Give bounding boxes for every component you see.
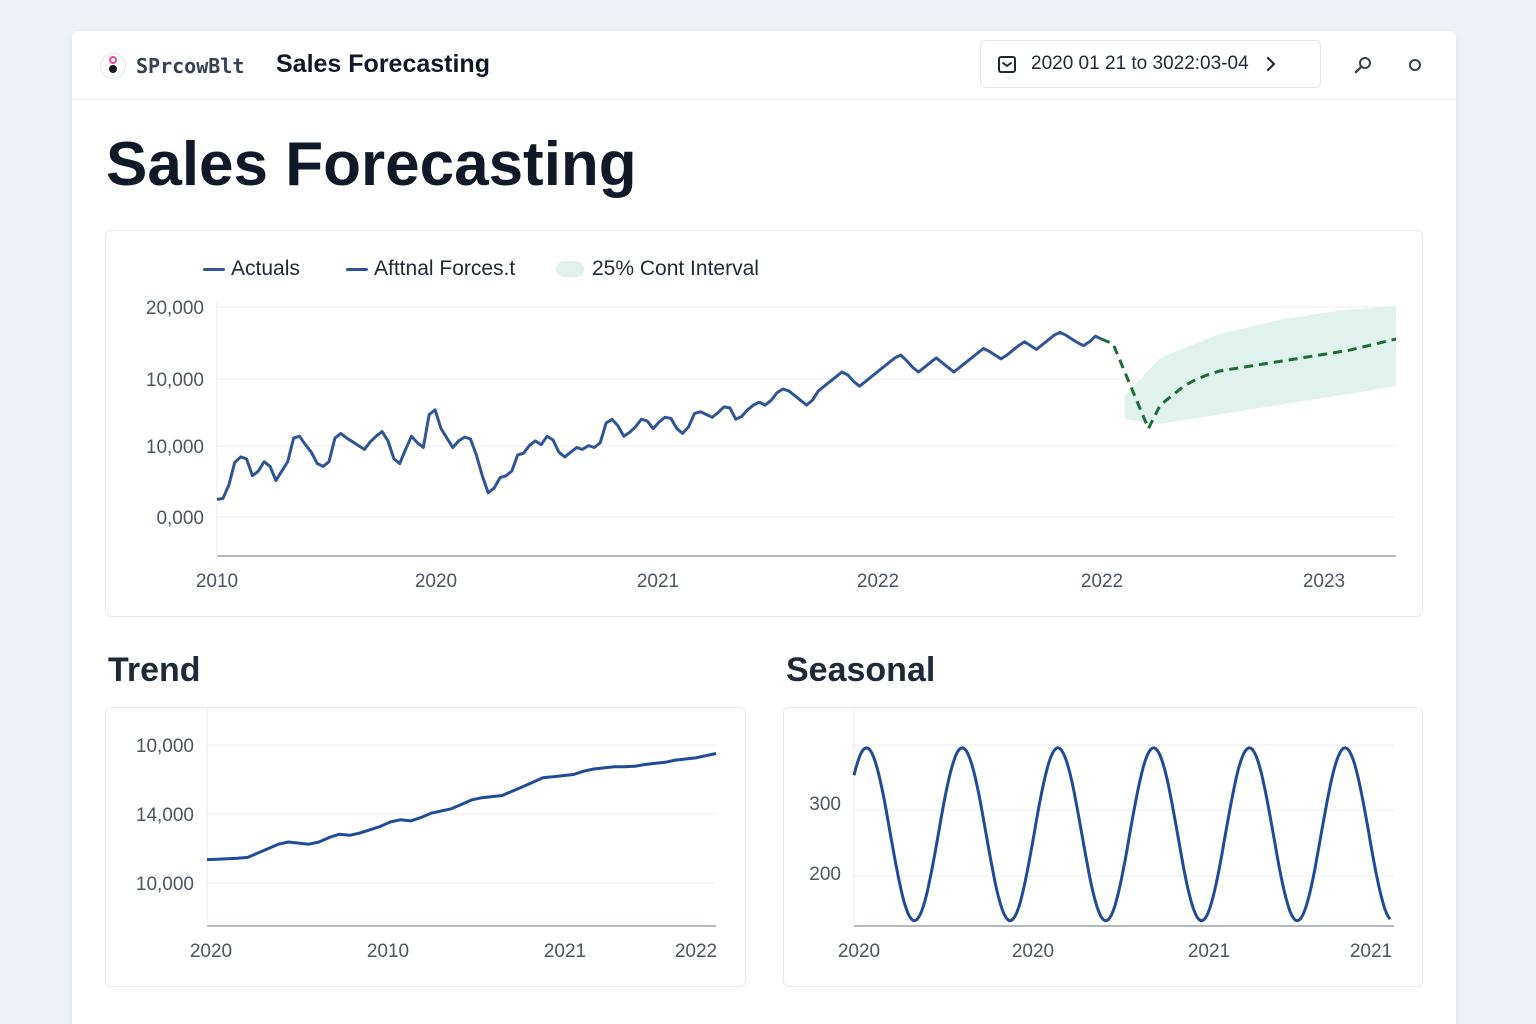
app-window: SPrcowBlt Sales Forecasting 2020 01 21 t…: [72, 31, 1456, 1024]
logo[interactable]: SPrcowBlt: [100, 51, 244, 81]
seasonal-line: [852, 746, 1392, 923]
x-tick-label: 2020: [190, 941, 232, 962]
y-tick-label: 10,000: [136, 874, 194, 895]
calendar-icon: [998, 56, 1016, 73]
x-tick-label: 2010: [367, 941, 409, 962]
y-tick-label: 10,000: [146, 437, 204, 458]
date-range-picker[interactable]: 2020 01 21 to 3022:03-04: [980, 40, 1321, 88]
legend-forecast[interactable]: Afttnal Forces.t: [346, 257, 515, 281]
search-icon[interactable]: [1351, 53, 1375, 77]
y-tick-label: 300: [809, 794, 841, 815]
date-range-text: 2020 01 21 to 3022:03-04: [1031, 53, 1249, 74]
logo-icon: [100, 53, 126, 79]
x-tick-label: 2020: [415, 571, 457, 592]
forecast-chart: 20,000 10,000 10,000 0,000 2010 2020 2021 2022 2…: [146, 298, 1397, 592]
x-tick-label: 2010: [196, 571, 238, 592]
y-tick-label: 14,000: [136, 805, 194, 826]
legend-forecast-label: Afttnal Forces.t: [374, 257, 516, 280]
trend-title: Trend: [108, 651, 201, 689]
y-tick-label: 10,000: [146, 370, 204, 391]
trend-chart: 10,000 14,000 10,000 2020 2010 2021 2022: [136, 708, 717, 962]
page-title: Sales Forecasting: [106, 130, 637, 199]
x-tick-label: 2022: [1081, 571, 1123, 592]
seasonal-chart: 300 200 2020 2020 2021 2021: [809, 708, 1394, 962]
y-tick-label: 20,000: [146, 298, 204, 319]
legend-actuals[interactable]: Actuals: [203, 257, 300, 281]
legend-actuals-swatch: [203, 267, 225, 271]
x-tick-label: 2020: [838, 941, 880, 962]
x-tick-label: 2021: [1350, 941, 1392, 962]
trend-chart-card: 10,000 14,000 10,000 2020 2010 2021 2022: [105, 707, 746, 987]
x-tick-label: 2022: [675, 941, 717, 962]
x-tick-label: 2021: [1188, 941, 1230, 962]
legend-interval[interactable]: 25% Cont Interval: [556, 257, 759, 281]
legend-forecast-swatch: [346, 267, 368, 271]
forecast-chart-card: Actuals Afttnal Forces.t 25% Cont Interv…: [105, 230, 1423, 617]
chevron-right-icon: [1266, 56, 1275, 72]
settings-icon[interactable]: [1403, 53, 1427, 77]
y-tick-label: 10,000: [136, 736, 194, 757]
forecast-line: [1100, 337, 1397, 431]
actuals-line: [216, 330, 1102, 501]
y-tick-label: 0,000: [156, 508, 204, 529]
x-tick-label: 2022: [857, 571, 899, 592]
legend-actuals-label: Actuals: [231, 257, 300, 280]
x-tick-label: 2020: [1012, 941, 1054, 962]
x-tick-label: 2021: [637, 571, 679, 592]
logo-text: SPrcowBlt: [136, 54, 245, 78]
seasonal-chart-card: 300 200 2020 2020 2021 2021: [783, 707, 1423, 987]
seasonal-title: Seasonal: [786, 651, 936, 689]
trend-line: [206, 752, 717, 862]
y-tick-label: 200: [809, 864, 841, 885]
legend-interval-swatch: [556, 261, 584, 277]
app-title: Sales Forecasting: [276, 50, 490, 78]
x-tick-label: 2023: [1303, 571, 1345, 592]
top-bar: SPrcowBlt Sales Forecasting 2020 01 21 t…: [72, 31, 1456, 100]
legend-interval-label: 25% Cont Interval: [592, 257, 759, 280]
x-tick-label: 2021: [544, 941, 586, 962]
